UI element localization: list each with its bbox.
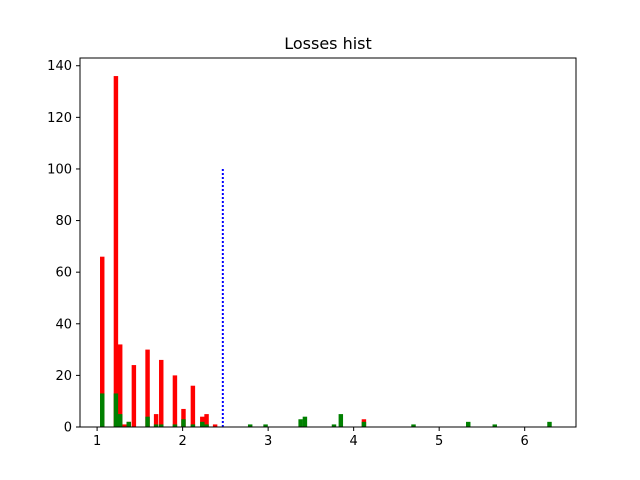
y-tick-label: 0 — [64, 421, 72, 436]
y-tick-label: 120 — [47, 111, 72, 126]
histogram-bar — [153, 424, 159, 427]
x-tick-label: 5 — [435, 434, 443, 449]
x-tick-label: 1 — [93, 434, 101, 449]
y-axis-ticks: 0 20 40 60 80 100 120 140 — [47, 59, 80, 436]
histogram-bar — [117, 414, 123, 427]
histogram-bar — [122, 424, 127, 427]
histogram-bar — [204, 414, 209, 427]
histogram-bar — [126, 421, 131, 427]
histogram-bar — [338, 414, 344, 427]
histogram-bar — [100, 393, 105, 427]
x-tick-label: 6 — [521, 434, 529, 449]
axes-frame — [79, 57, 577, 428]
histogram-bar — [113, 76, 119, 427]
histogram-bar — [100, 256, 105, 427]
histogram-bar — [190, 385, 196, 427]
x-tick-label: 3 — [264, 434, 272, 449]
histogram-bar — [145, 349, 150, 427]
histogram-bar — [190, 424, 196, 427]
histogram-bar — [547, 421, 552, 427]
histogram-bar — [181, 408, 186, 427]
x-axis-ticks: 1 2 3 4 5 6 — [93, 427, 529, 449]
histogram-bar — [200, 421, 205, 427]
y-tick-label: 20 — [55, 369, 72, 384]
histogram-bar — [172, 424, 178, 427]
histogram-bar — [204, 424, 209, 427]
y-tick-label: 100 — [47, 162, 72, 177]
histogram-bar — [263, 424, 268, 427]
histogram-bar — [361, 421, 367, 427]
histogram-bar — [298, 419, 303, 427]
x-tick-label: 4 — [350, 434, 358, 449]
histogram-bar — [466, 421, 471, 427]
x-tick-label: 2 — [178, 434, 186, 449]
histogram-bar — [302, 416, 308, 427]
histogram-bar — [172, 375, 178, 427]
histogram-bar — [331, 424, 337, 427]
y-tick-label: 140 — [47, 59, 72, 74]
histogram-bar — [212, 424, 218, 427]
histogram-bar — [247, 424, 253, 427]
histogram-bar — [159, 424, 164, 427]
y-tick-label: 80 — [55, 214, 72, 229]
histogram-bar — [153, 414, 159, 427]
histogram-bar — [117, 344, 123, 427]
bars-layer — [100, 76, 552, 427]
y-tick-label: 40 — [55, 317, 72, 332]
histogram-bar — [131, 365, 137, 427]
histogram-bar — [159, 359, 164, 427]
histogram-bar — [145, 416, 150, 427]
histogram-bar — [113, 393, 119, 427]
y-tick-label: 60 — [55, 266, 72, 281]
histogram-bar — [492, 424, 497, 427]
histogram-bar — [411, 424, 416, 427]
chart-title: Losses hist — [284, 34, 372, 53]
histogram-bar — [181, 419, 186, 427]
